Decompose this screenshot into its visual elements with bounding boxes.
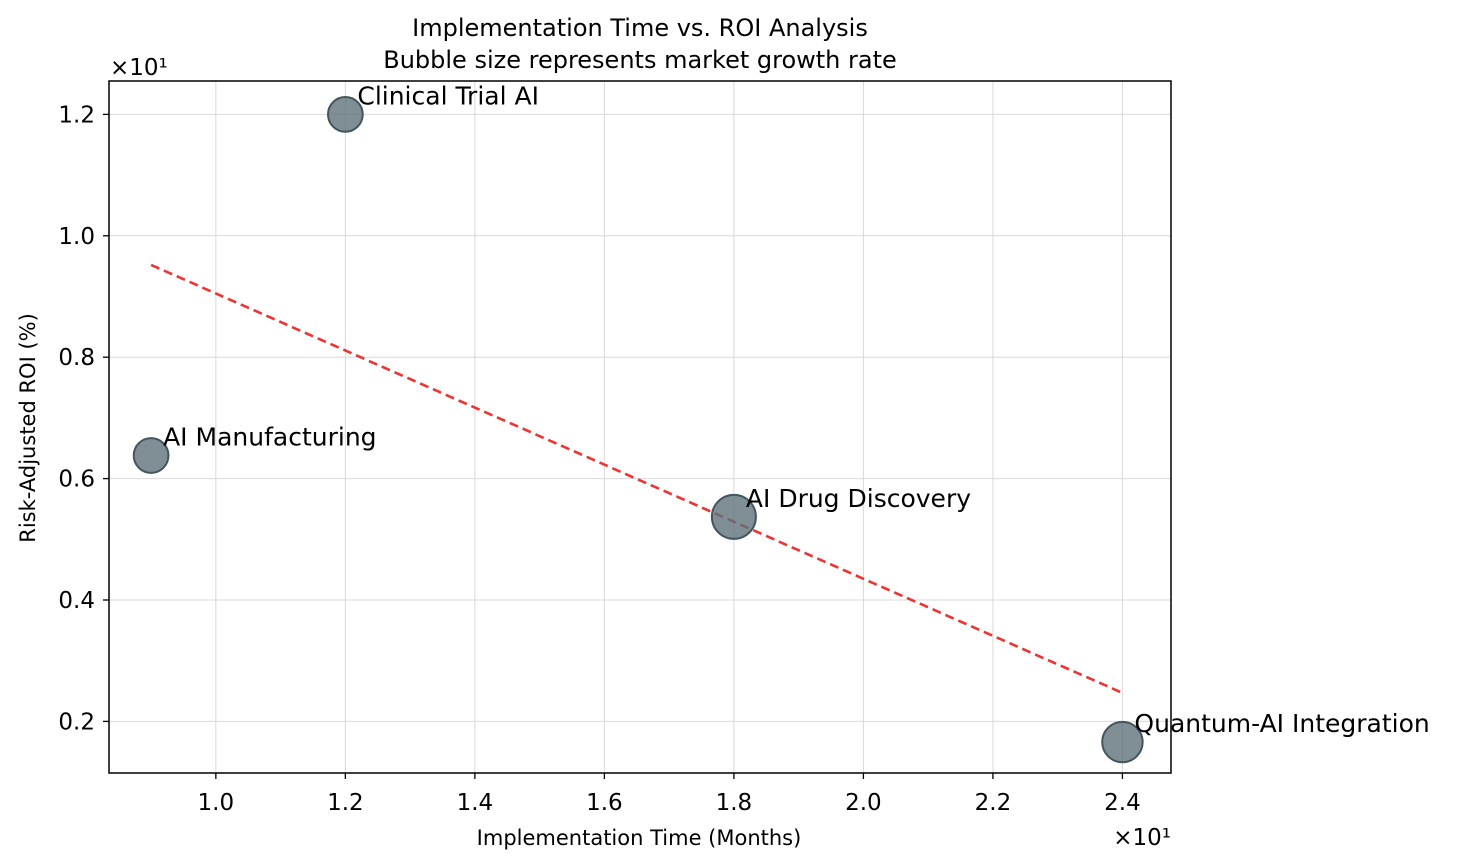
y-axis-offset-label: ×10¹ [110,55,168,81]
x-tick-label: 1.6 [586,790,623,816]
bubble [710,493,757,540]
chart-title: Implementation Time vs. ROI Analysis [412,14,868,42]
x-axis-offset-label: ×10¹ [1113,825,1171,851]
x-tick-label: 2.2 [975,790,1012,816]
trendline [150,263,1123,695]
y-tick-label: 0.2 [58,709,95,735]
point-labels: AI Manufacturing Clinical Trial AI AI Drug… [163,81,1430,738]
grid [109,81,1171,773]
y-axis-label: Risk-Adjusted ROI (%) [16,313,40,543]
x-tick-label: 2.4 [1104,790,1141,816]
x-tick-label: 1.4 [457,790,494,816]
point-label: AI Drug Discovery [746,484,971,513]
x-axis-label: Implementation Time (Months) [477,826,802,850]
y-tick-label: 0.8 [58,345,95,371]
y-tick-label: 1.2 [58,102,95,128]
y-tick-label: 0.6 [58,467,95,493]
bubble [132,437,170,474]
plot-area-frame [108,80,1172,774]
trendline-group [150,263,1123,695]
point-label: Quantum-AI Integration [1134,709,1429,738]
x-tick-label: 1.0 [198,790,235,816]
point-label: Clinical Trial AI [357,81,539,110]
x-tick-label: 1.8 [716,790,753,816]
bubble [1101,720,1144,764]
x-tick-label: 2.0 [845,790,882,816]
x-tick-label: 1.2 [327,790,364,816]
chart-subtitle: Bubble size represents market growth rat… [383,46,897,74]
bubble [327,96,364,133]
point-label: AI Manufacturing [163,423,376,452]
bubbles [132,96,1144,764]
y-tick-label: 1.0 [58,224,95,250]
axis-ticks: 1.0 1.2 1.4 1.6 1.8 2.0 2.2 2.4 0.2 0.4 0.6 0.8 1.0 1… [58,102,1140,816]
y-tick-label: 0.4 [58,588,95,614]
